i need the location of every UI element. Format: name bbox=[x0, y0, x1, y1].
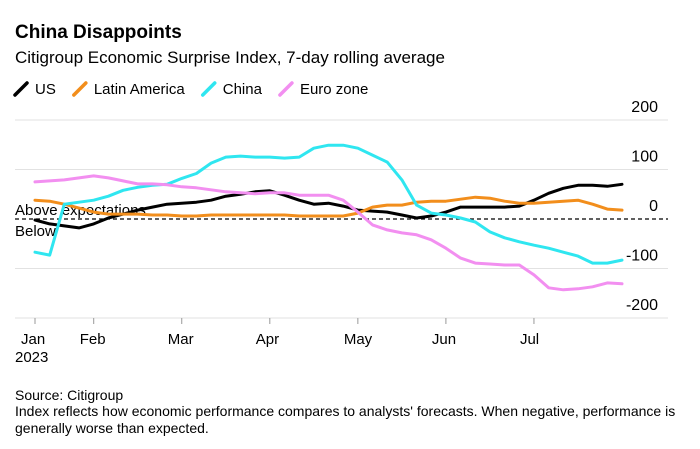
x-tick-label: May bbox=[344, 331, 373, 348]
line-series bbox=[33, 174, 624, 292]
year-label: 2023 bbox=[15, 349, 48, 366]
y-tick-label: 0 bbox=[649, 198, 658, 215]
chart-title: China Disappoints bbox=[15, 22, 182, 43]
legend-swatch bbox=[72, 81, 88, 97]
x-tick-label: Jan bbox=[21, 331, 45, 348]
x-tick-label: Apr bbox=[256, 331, 279, 348]
x-tick-label: Jul bbox=[520, 331, 539, 348]
legend-label: Euro zone bbox=[300, 81, 368, 98]
note: Index reflects how economic performance … bbox=[15, 403, 676, 436]
line-series bbox=[33, 143, 624, 265]
legend-label: Latin America bbox=[94, 81, 186, 98]
legend-swatch bbox=[278, 81, 294, 97]
y-tick-label: -200 bbox=[626, 297, 658, 314]
legend-label: US bbox=[35, 81, 56, 98]
legend-swatch bbox=[13, 81, 29, 97]
y-tick-label: 100 bbox=[631, 149, 658, 166]
note-box: Index reflects how economic performance … bbox=[15, 403, 676, 436]
line-series bbox=[33, 195, 624, 218]
x-tick-label: Feb bbox=[80, 331, 106, 348]
x-tick-label: Jun bbox=[432, 331, 456, 348]
x-tick-label: Mar bbox=[168, 331, 194, 348]
y-tick-label: -100 bbox=[626, 248, 658, 265]
y-tick-label: 200 bbox=[631, 99, 658, 116]
annotation: Above expectations bbox=[15, 202, 146, 219]
legend-label: China bbox=[223, 81, 263, 98]
chart-subtitle: Citigroup Economic Surprise Index, 7-day… bbox=[15, 48, 445, 67]
legend-swatch bbox=[200, 81, 217, 97]
annotation: Below bbox=[15, 223, 56, 240]
source: Source: Citigroup bbox=[15, 387, 123, 403]
